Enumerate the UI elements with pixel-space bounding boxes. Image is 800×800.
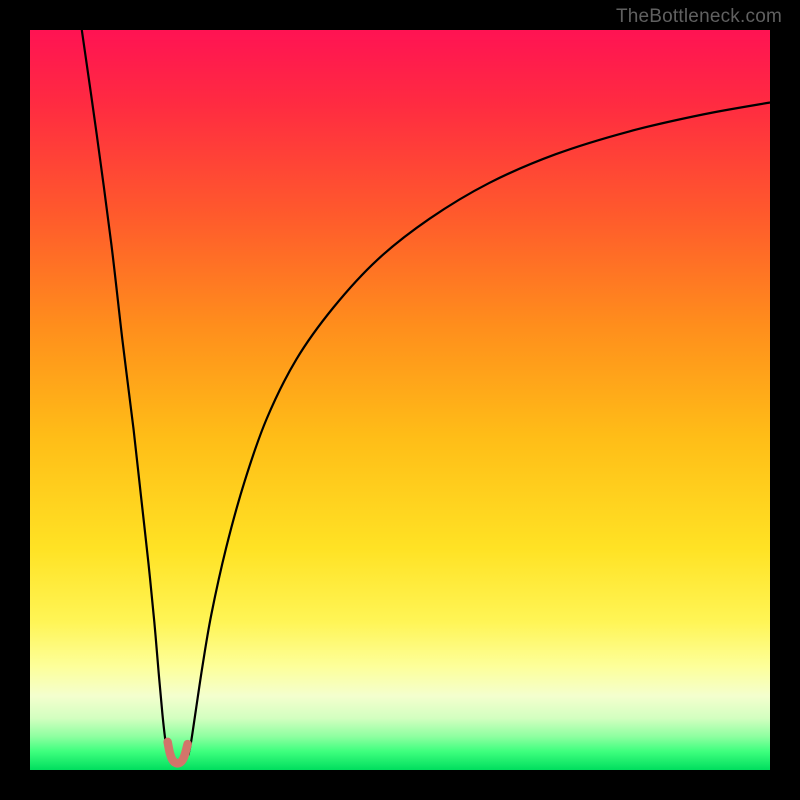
watermark-text: TheBottleneck.com	[616, 6, 782, 28]
chart-container: TheBottleneck.com	[0, 0, 800, 800]
plot-background	[30, 30, 770, 770]
bottleneck-chart	[0, 0, 800, 800]
